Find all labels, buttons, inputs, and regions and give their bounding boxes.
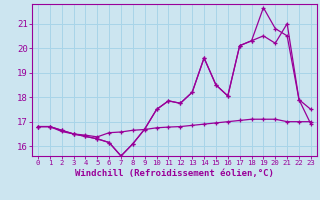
X-axis label: Windchill (Refroidissement éolien,°C): Windchill (Refroidissement éolien,°C)	[75, 169, 274, 178]
